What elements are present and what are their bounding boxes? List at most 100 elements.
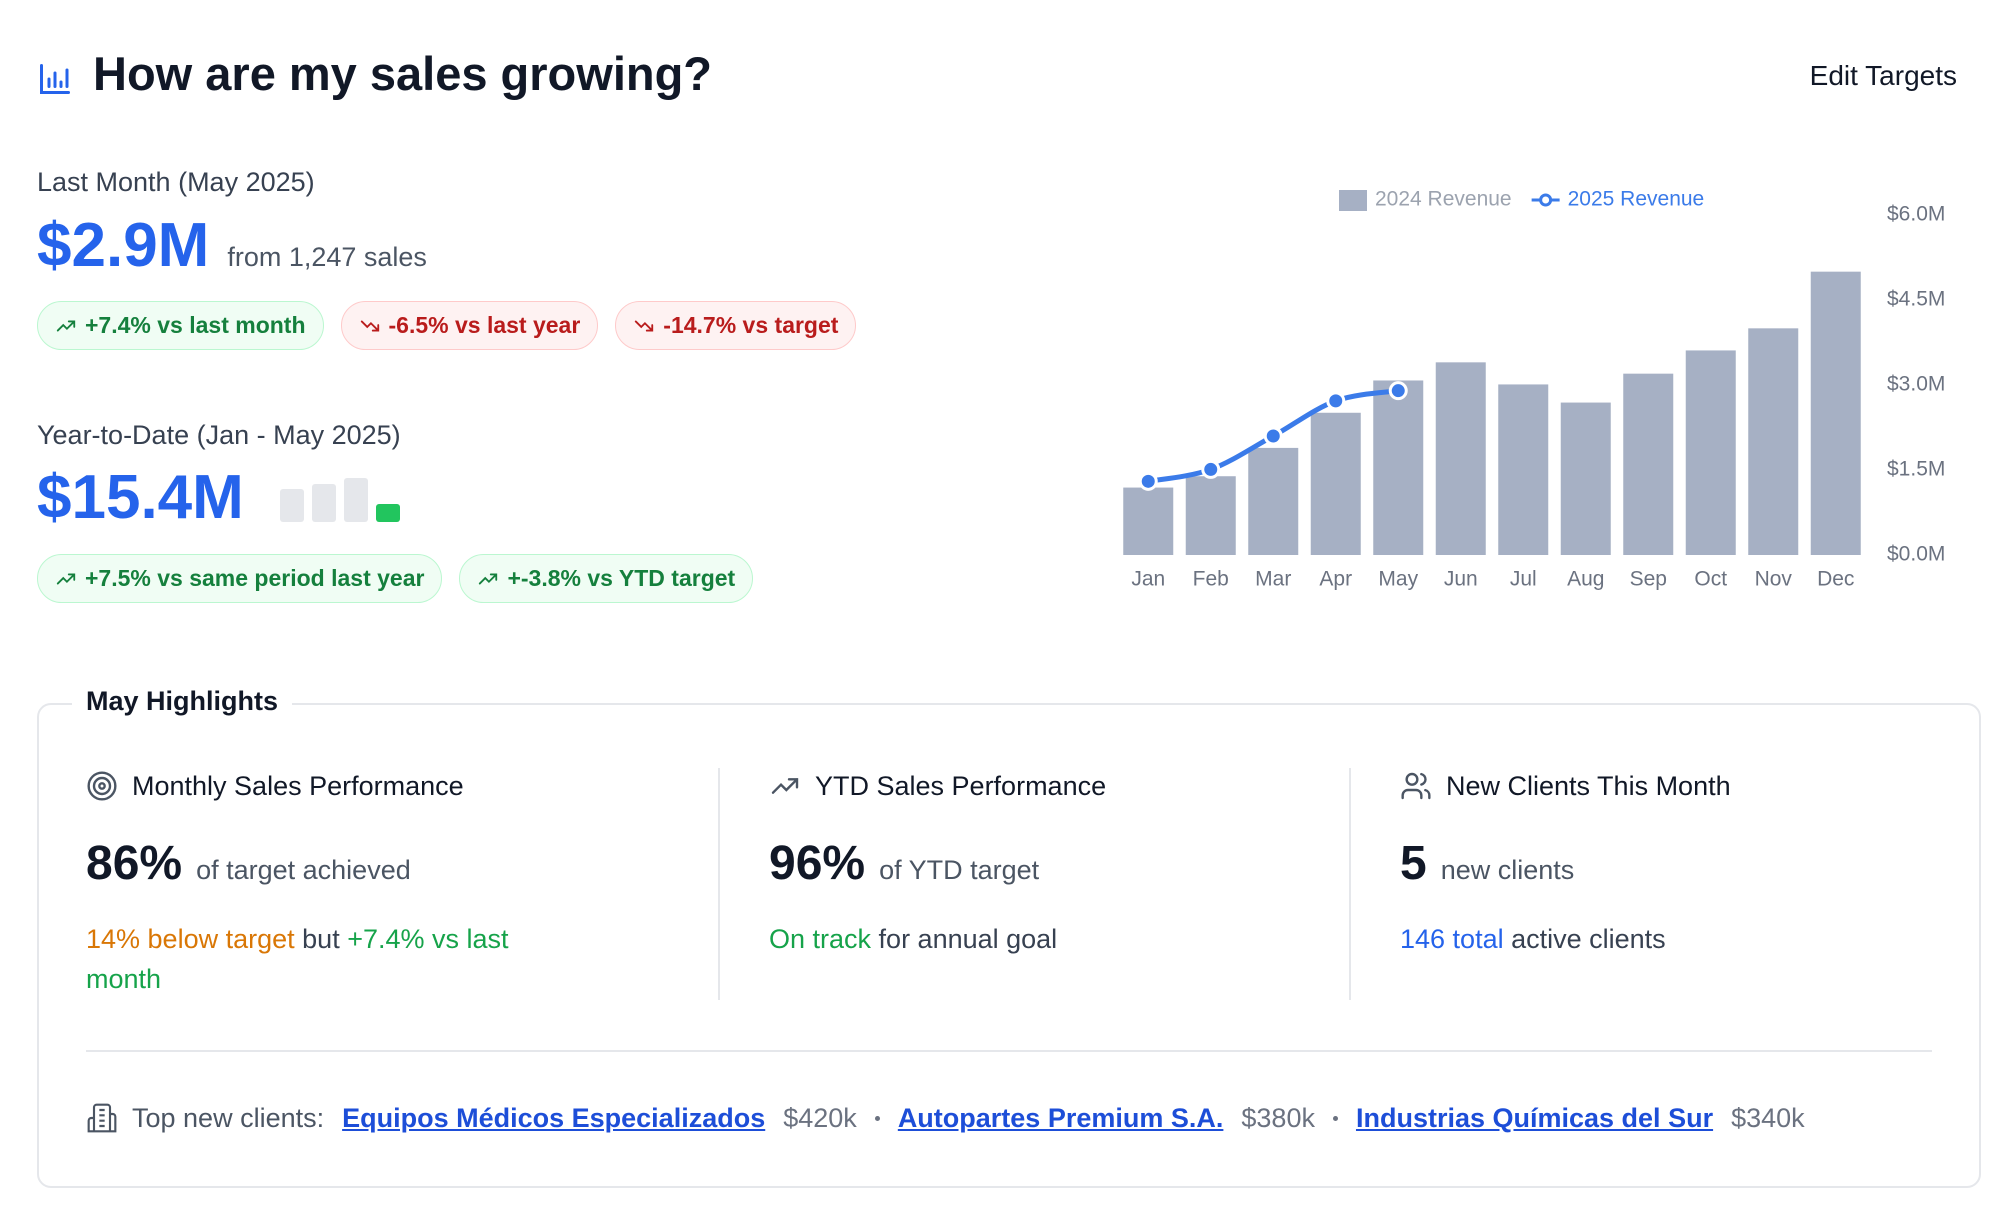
card: New Clients This Month 5 new clients 146 to… <box>1400 770 1960 959</box>
y-tick-label: $6.0M <box>1887 203 1945 226</box>
card-icon <box>1401 772 1431 800</box>
top-clients-label: Top new clients: <box>132 1102 325 1133</box>
note-text: 146 total <box>1400 924 1504 954</box>
trend-arrow <box>635 320 654 331</box>
spark-bar <box>280 489 304 522</box>
bar <box>1685 350 1736 555</box>
last-month-stat: $2.9M from 1,247 sales <box>37 210 427 281</box>
x-tick-label: Dec <box>1817 568 1854 591</box>
card-value: 5 <box>1400 837 1427 890</box>
bar <box>1435 362 1486 555</box>
x-tick-label: Sep <box>1630 568 1667 591</box>
highlights-title: May Highlights <box>72 686 293 717</box>
badge-text: -6.5% vs last year <box>388 312 581 338</box>
card: YTD Sales Performance 96% of YTD target On … <box>769 770 1329 959</box>
card-unit: new clients <box>1440 855 1575 885</box>
last-month-value: $2.9M <box>37 211 210 280</box>
y-tick-label: $4.5M <box>1887 288 1945 311</box>
trend-icon <box>635 320 654 331</box>
client-amount: $380k <box>1241 1102 1315 1133</box>
trend-icon <box>479 573 498 584</box>
x-tick-label: Mar <box>1255 568 1291 591</box>
bar <box>1248 447 1299 555</box>
x-tick-label: Jul <box>1510 568 1537 591</box>
client-link[interactable]: Autopartes Premium S.A. <box>897 1102 1224 1133</box>
legend-label: 2024 Revenue <box>1375 188 1512 211</box>
revenue-chart: $0.0M $1.5M $3.0M $4.5M $6.0M Jan Feb Mar Apr May… <box>1123 188 1945 591</box>
note-text: active clients <box>1511 924 1666 954</box>
bar <box>1373 380 1424 555</box>
note-text: On track <box>769 924 872 954</box>
ytd-label: Year-to-Date (Jan - May 2025) <box>37 420 401 450</box>
last-month-label: Last Month (May 2025) <box>37 167 315 197</box>
card-title: YTD Sales Performance <box>815 770 1107 801</box>
chart-icon <box>40 64 70 94</box>
last-month-note: from 1,247 sales <box>227 242 427 272</box>
card-header: New Clients This Month <box>1400 770 1960 802</box>
trend-arrow <box>56 320 76 331</box>
point <box>1388 381 1408 401</box>
building-icon <box>87 1103 117 1133</box>
badge: -6.5% vs last year <box>340 301 599 350</box>
badge: -14.7% vs target <box>615 301 857 350</box>
card-value-row: 86% of target achieved <box>86 836 646 891</box>
bar <box>1623 373 1674 555</box>
bar <box>1498 384 1549 555</box>
note-text: but <box>302 924 340 954</box>
client-link[interactable]: Equipos Médicos Especializados <box>342 1102 766 1133</box>
x-tick-label: Nov <box>1755 568 1793 591</box>
divider <box>1349 768 1351 1000</box>
card-value-row: 5 new clients <box>1400 836 1960 891</box>
legend-swatch <box>1539 193 1553 207</box>
separator-dot <box>1332 1115 1338 1121</box>
card-note: 14% below target but +7.4% vs last month <box>86 919 586 999</box>
separator-dot <box>874 1115 880 1121</box>
edit-targets-button[interactable]: Edit Targets <box>1809 60 1957 91</box>
bar <box>1185 476 1236 555</box>
client-link[interactable]: Industrias Químicas del Sur <box>1355 1102 1714 1133</box>
x-tick-label: Aug <box>1567 568 1604 591</box>
y-tick-label: $1.5M <box>1887 458 1945 481</box>
card-value: 96% <box>769 837 866 890</box>
y-tick-label: $0.0M <box>1887 543 1945 566</box>
client-amount: $420k <box>783 1102 857 1133</box>
card-icon <box>771 778 799 794</box>
bar <box>1748 328 1799 555</box>
page-title: How are my sales growing? <box>93 47 713 100</box>
bar <box>1810 271 1861 555</box>
badges: +7.4% vs last month -6.5% vs last year -14… <box>37 301 857 350</box>
spark-bar <box>376 504 400 522</box>
top-clients: Top new clients: Equipos Médicos Especia… <box>86 1102 1805 1134</box>
sparkline <box>280 478 400 522</box>
card-header: Monthly Sales Performance <box>86 770 646 802</box>
x-tick-label: Apr <box>1319 568 1352 591</box>
badge-text: -14.7% vs target <box>663 312 839 338</box>
point <box>1326 391 1346 411</box>
card-note: On track for annual goal <box>769 919 1269 959</box>
badge-text: +7.5% vs same period last year <box>85 565 425 591</box>
x-tick-label: Jan <box>1131 568 1165 591</box>
trend-icon <box>56 573 76 584</box>
point <box>1201 459 1221 479</box>
note-text: for annual goal <box>878 924 1058 954</box>
note-text: 14% below target <box>86 924 295 954</box>
card-header: YTD Sales Performance <box>769 770 1329 802</box>
card-title: Monthly Sales Performance <box>132 770 464 801</box>
trend-arrow <box>479 573 498 584</box>
card: Monthly Sales Performance 86% of target ac… <box>86 770 646 999</box>
y-tick-label: $3.0M <box>1887 373 1945 396</box>
client-amount: $340k <box>1731 1102 1805 1133</box>
spark-bar <box>312 484 336 522</box>
badge: +7.4% vs last month <box>37 301 324 350</box>
divider <box>86 1050 1932 1052</box>
ytd-value: $15.4M <box>37 463 244 532</box>
trend-arrow <box>360 320 379 331</box>
badge-text: +-3.8% vs YTD target <box>507 565 736 591</box>
badge: +7.5% vs same period last year <box>37 554 443 603</box>
card-title: New Clients This Month <box>1446 770 1731 801</box>
card-value: 86% <box>86 837 183 890</box>
trend-arrow <box>56 573 76 584</box>
x-tick-label: Oct <box>1694 568 1727 591</box>
legend-swatch <box>1339 190 1367 211</box>
